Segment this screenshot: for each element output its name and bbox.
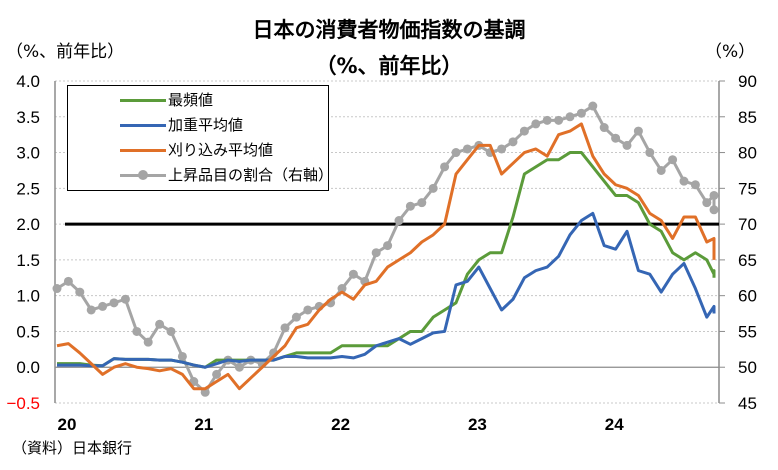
data-point — [440, 162, 450, 172]
x-tick-label: 21 — [194, 415, 213, 434]
legend-label: 上昇品目の割合（右軸） — [168, 166, 334, 184]
data-point — [656, 165, 666, 175]
data-point — [588, 101, 598, 111]
data-point — [280, 323, 290, 333]
data-point — [542, 115, 552, 125]
legend-label: 最頻値 — [168, 91, 214, 109]
tick-labels: 4.0 3.5 3.0 2.5 2.0 1.5 1.0 0.5 0.0 −0.5 90 85 80 75 7… — [6, 72, 756, 434]
data-point — [611, 133, 621, 143]
right-tick-label: 85 — [738, 108, 757, 127]
data-point — [371, 248, 381, 258]
legend: 最頻値 加重平均値 刈り込み平均値 上昇品目の割合（右軸） — [67, 85, 333, 191]
right-tick-label: 60 — [738, 287, 757, 306]
x-tick-label: 20 — [58, 415, 77, 434]
chart-title: 日本の消費者物価指数の基調 — [252, 18, 526, 42]
data-point — [554, 115, 564, 125]
left-tick-label: 3.0 — [16, 144, 40, 163]
data-point — [120, 294, 130, 304]
data-point — [132, 326, 142, 336]
data-point — [462, 144, 472, 154]
right-tick-label: 70 — [738, 215, 757, 234]
data-point — [75, 287, 85, 297]
data-point — [709, 205, 719, 215]
data-point — [63, 276, 73, 286]
left-tick-label: 1.0 — [16, 287, 40, 306]
right-axis-unit: （%） — [705, 42, 756, 62]
data-point — [383, 241, 393, 251]
data-point — [451, 148, 461, 158]
legend-swatch-weighted-median — [120, 124, 166, 127]
x-tick-label: 22 — [331, 415, 350, 434]
chart-subtitle: （%、前年比） — [315, 54, 463, 78]
data-point — [690, 180, 700, 190]
data-point — [177, 351, 187, 361]
series-lines — [52, 101, 719, 397]
data-point — [234, 362, 244, 372]
data-point — [565, 112, 575, 122]
source-note: （資料）日本銀行 — [12, 439, 133, 457]
data-point — [348, 269, 358, 279]
data-point — [668, 155, 678, 165]
data-point — [109, 298, 119, 308]
data-point — [212, 369, 222, 379]
data-point — [519, 126, 529, 136]
right-tick-label: 45 — [738, 394, 757, 413]
data-point — [633, 126, 643, 136]
data-point — [531, 119, 541, 129]
left-tick-label: 3.5 — [16, 108, 40, 127]
legend-label: 加重平均値 — [168, 116, 244, 134]
data-point — [98, 301, 108, 311]
left-tick-label: 1.5 — [16, 251, 40, 270]
legend-swatch-trimmed-mean — [120, 149, 166, 152]
data-point — [497, 144, 507, 154]
data-point — [337, 284, 347, 294]
data-point — [52, 284, 62, 294]
data-point — [599, 123, 609, 133]
data-point — [679, 176, 689, 186]
data-point — [155, 319, 165, 329]
data-point — [576, 108, 586, 118]
data-point — [417, 198, 427, 208]
legend-item-weighted-median: 加重平均値 — [68, 114, 328, 136]
data-point — [645, 148, 655, 158]
data-point — [394, 216, 404, 226]
data-point — [405, 201, 415, 211]
right-tick-label: 90 — [738, 72, 757, 91]
left-tick-label: 0.0 — [16, 358, 40, 377]
legend-item-rising-share: 上昇品目の割合（右軸） — [68, 164, 333, 186]
left-tick-label: 2.5 — [16, 179, 40, 198]
data-point — [143, 337, 153, 347]
left-tick-label: 0.5 — [16, 322, 40, 341]
data-point — [428, 183, 438, 193]
right-tick-label: 75 — [738, 179, 757, 198]
right-tick-label: 50 — [738, 358, 757, 377]
right-tick-label: 55 — [738, 322, 757, 341]
left-tick-label: −0.5 — [6, 394, 40, 413]
data-point — [166, 326, 176, 336]
right-tick-label: 65 — [738, 251, 757, 270]
data-point — [86, 305, 96, 315]
data-point — [709, 190, 719, 200]
data-point — [702, 198, 712, 208]
left-tick-label: 2.0 — [16, 215, 40, 234]
data-point — [622, 140, 632, 150]
x-tick-label: 24 — [605, 415, 624, 434]
series-line-weighted-median — [57, 211, 716, 369]
legend-label: 刈り込み平均値 — [168, 141, 274, 159]
data-point — [291, 312, 301, 322]
axes — [54, 80, 725, 404]
legend-item-trimmed-mean: 刈り込み平均値 — [68, 139, 328, 161]
legend-item-mode: 最頻値 — [68, 89, 328, 111]
x-tick-label: 23 — [468, 415, 487, 434]
right-tick-label: 80 — [738, 144, 757, 163]
left-tick-label: 4.0 — [16, 72, 40, 91]
legend-swatch-mode — [120, 99, 166, 102]
legend-marker-icon — [138, 170, 148, 180]
data-point — [303, 305, 313, 315]
left-axis-unit: （%、前年比） — [6, 42, 125, 62]
series-line-trimmed-mean — [56, 122, 716, 391]
data-point — [508, 137, 518, 147]
